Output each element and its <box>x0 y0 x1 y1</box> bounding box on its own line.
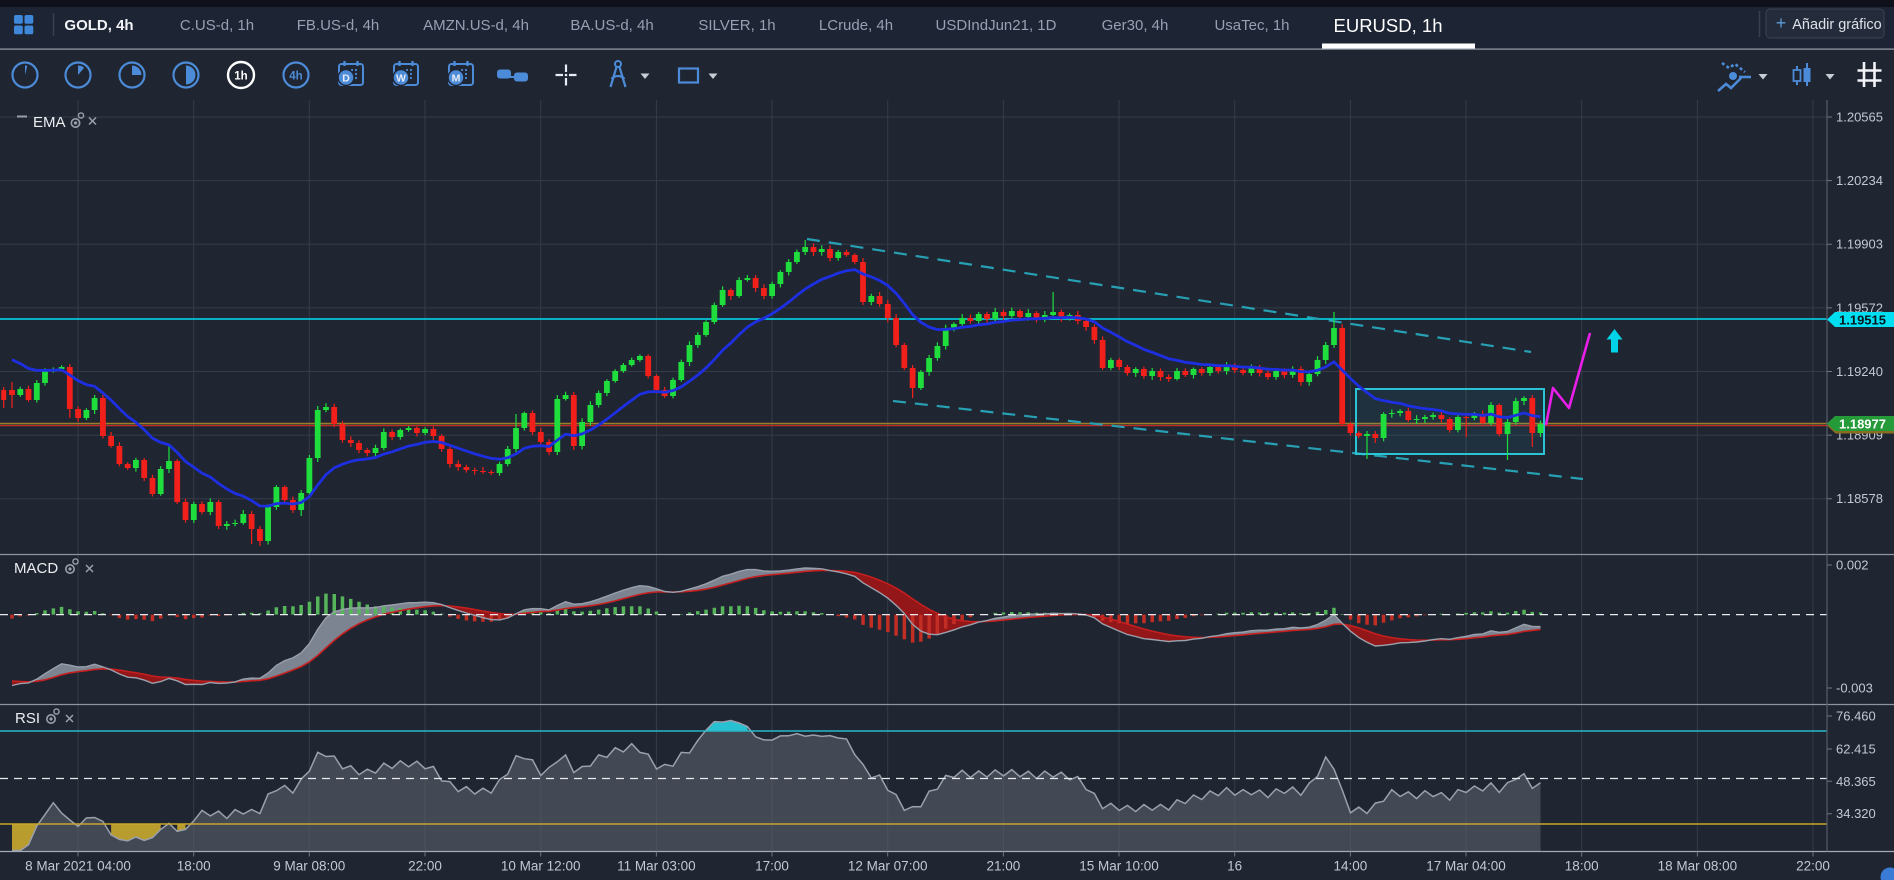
svg-text:21:00: 21:00 <box>987 859 1021 874</box>
svg-text:GOLD, 4h: GOLD, 4h <box>64 17 133 34</box>
svg-text:1.18578: 1.18578 <box>1836 491 1883 506</box>
svg-text:Ger30, 4h: Ger30, 4h <box>1102 17 1169 34</box>
svg-text:LCrude, 4h: LCrude, 4h <box>819 17 893 34</box>
svg-text:UsaTec, 1h: UsaTec, 1h <box>1214 17 1289 34</box>
svg-text:14:00: 14:00 <box>1334 859 1368 874</box>
svg-text:RSI: RSI <box>15 710 40 727</box>
svg-text:48.365: 48.365 <box>1836 774 1876 789</box>
svg-text:1.19515: 1.19515 <box>1839 312 1886 327</box>
svg-text:17:00: 17:00 <box>755 859 789 874</box>
svg-text:EMA: EMA <box>33 114 66 131</box>
svg-text:16: 16 <box>1227 859 1242 874</box>
svg-text:34.320: 34.320 <box>1836 806 1876 821</box>
svg-text:1h: 1h <box>234 71 247 83</box>
svg-text:C.US-d, 1h: C.US-d, 1h <box>180 17 254 34</box>
svg-text:17 Mar 04:00: 17 Mar 04:00 <box>1426 859 1506 874</box>
svg-text:12 Mar 07:00: 12 Mar 07:00 <box>848 859 928 874</box>
svg-text:11 Mar 03:00: 11 Mar 03:00 <box>617 859 696 874</box>
svg-text:BA.US-d, 4h: BA.US-d, 4h <box>570 17 653 34</box>
svg-text:22:00: 22:00 <box>1796 859 1830 874</box>
svg-text:W: W <box>396 73 406 85</box>
svg-text:10 Mar 12:00: 10 Mar 12:00 <box>501 859 581 874</box>
svg-text:-0.003: -0.003 <box>1836 681 1873 696</box>
svg-text:FB.US-d, 4h: FB.US-d, 4h <box>297 17 380 34</box>
svg-text:1.19903: 1.19903 <box>1836 237 1883 252</box>
svg-text:1.18977: 1.18977 <box>1839 416 1886 431</box>
svg-text:SILVER, 1h: SILVER, 1h <box>698 17 775 34</box>
svg-text:62.415: 62.415 <box>1836 742 1876 757</box>
svg-text:1.20565: 1.20565 <box>1836 110 1883 125</box>
svg-text:18:00: 18:00 <box>1565 859 1599 874</box>
svg-text:22:00: 22:00 <box>408 859 442 874</box>
svg-text:15 Mar 10:00: 15 Mar 10:00 <box>1079 859 1159 874</box>
svg-text:0.002: 0.002 <box>1836 558 1869 573</box>
svg-text:1.19572: 1.19572 <box>1836 300 1883 315</box>
svg-text:Añadir gráfico: Añadir gráfico <box>1792 17 1881 33</box>
svg-text:M: M <box>452 73 461 85</box>
svg-text:18:00: 18:00 <box>177 859 211 874</box>
svg-text:1.19240: 1.19240 <box>1836 364 1883 379</box>
svg-text:76.460: 76.460 <box>1836 709 1876 724</box>
svg-text:4h: 4h <box>289 71 302 83</box>
svg-text:AMZN.US-d, 4h: AMZN.US-d, 4h <box>423 17 529 34</box>
svg-text:MACD: MACD <box>14 560 58 577</box>
svg-text:1.20234: 1.20234 <box>1836 173 1883 188</box>
svg-text:EURUSD, 1h: EURUSD, 1h <box>1334 15 1443 36</box>
svg-text:USDIndJun21, 1D: USDIndJun21, 1D <box>936 17 1057 34</box>
svg-text:D: D <box>342 73 350 85</box>
svg-text:18 Mar 08:00: 18 Mar 08:00 <box>1658 859 1738 874</box>
svg-text:8 Mar 2021 04:00: 8 Mar 2021 04:00 <box>25 859 131 874</box>
svg-text:9 Mar 08:00: 9 Mar 08:00 <box>273 859 345 874</box>
svg-text:+: + <box>1776 13 1787 33</box>
